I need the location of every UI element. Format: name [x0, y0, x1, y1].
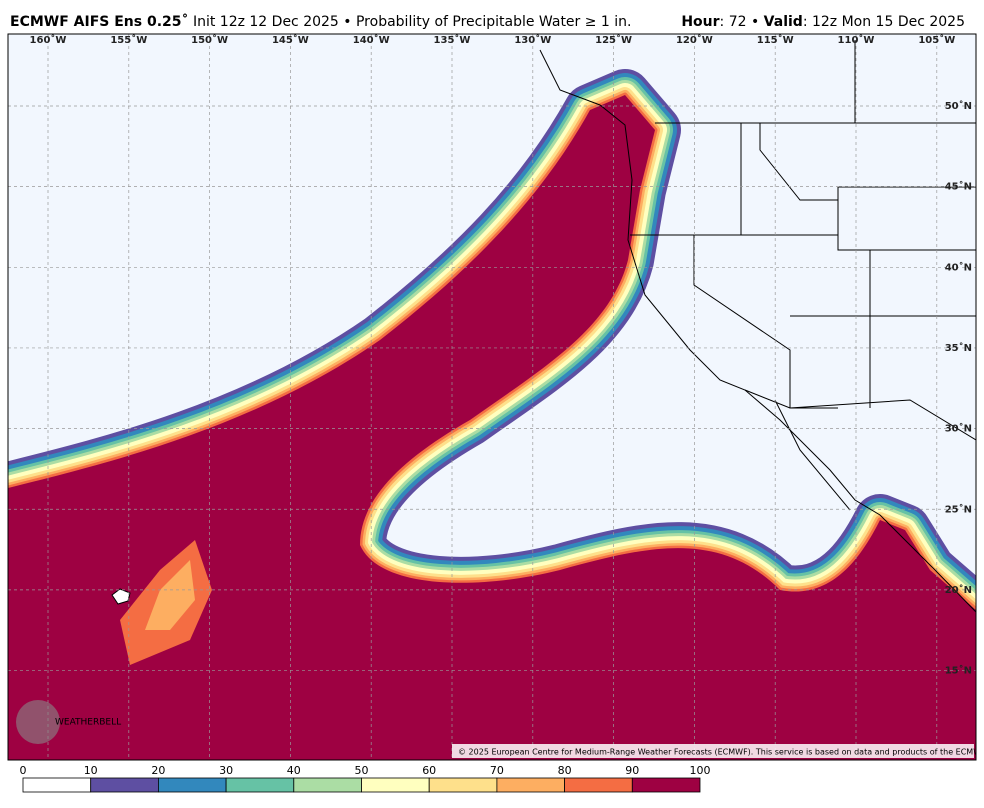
colorbar-label: 20: [151, 764, 165, 777]
lon-label: 130˚W: [514, 34, 551, 46]
map-frame: [7, 33, 977, 761]
logo: WEATHERBELL: [55, 718, 121, 728]
lat-label: 35˚N: [945, 342, 972, 354]
colorbar-segment: [225, 777, 295, 793]
colorbar-segment: [157, 777, 227, 793]
title: ECMWF AIFS Ens 0.25˚ Init 12z 12 Dec 202…: [10, 13, 632, 30]
copyright-box: [452, 744, 974, 758]
island-plume-core: [145, 560, 195, 630]
lat-label: 25˚N: [945, 503, 972, 515]
lon-label: 105˚W: [918, 34, 955, 46]
lat-label: 45˚N: [945, 181, 972, 193]
lon-label: 150˚W: [191, 34, 228, 46]
lon-label: 145˚W: [272, 34, 309, 46]
colorbar-segment: [361, 777, 430, 793]
logo-mark: [16, 700, 60, 744]
coastline: [539, 49, 976, 613]
lon-label: 155˚W: [110, 34, 147, 46]
colorbar-label: 10: [84, 764, 98, 777]
colorbar-label: 60: [422, 764, 436, 777]
lon-label: 125˚W: [595, 34, 632, 46]
lon-label: 120˚W: [676, 34, 713, 46]
lat-label: 50˚N: [945, 100, 972, 112]
hour-label: Hour: [681, 14, 719, 30]
colorbar-label: 50: [355, 764, 369, 777]
valid-time: Hour: 72 • Valid: 12z Mon 15 Dec 2025: [681, 14, 965, 30]
lat-label: 15˚N: [945, 665, 972, 677]
colorbar-label: 70: [490, 764, 504, 777]
colorbar-segment: [22, 777, 92, 793]
model-name: ECMWF AIFS Ens 0.25˚: [10, 13, 189, 30]
valid-value: : 12z Mon 15 Dec 2025: [803, 14, 965, 30]
colorbar-segment: [428, 777, 498, 793]
colorbar-label: 100: [690, 764, 711, 777]
lon-label: 140˚W: [353, 34, 390, 46]
init-text: Init 12z 12 Dec 2025 • Probability of Pr…: [189, 14, 632, 30]
lon-label: 135˚W: [434, 34, 471, 46]
borders: [630, 40, 976, 511]
lon-label: 115˚W: [757, 34, 794, 46]
lat-label: 20˚N: [945, 584, 972, 596]
lat-label: 30˚N: [945, 423, 972, 435]
valid-label: Valid: [764, 14, 803, 30]
colorbar-label: 40: [287, 764, 301, 777]
map: 160˚W 155˚W 150˚W 145˚W 140˚W 135˚W 130˚W 125˚W…: [8, 34, 984, 760]
lon-label: 110˚W: [838, 34, 875, 46]
graticule: 160˚W 155˚W 150˚W 145˚W 140˚W 135˚W 130˚W 125˚W…: [8, 34, 976, 760]
colorbar-segment: [496, 777, 565, 793]
colorbar-segment: [90, 777, 159, 793]
high-probability-area: [8, 95, 976, 760]
lat-label: 40˚N: [945, 261, 972, 273]
colorbar-segment: [631, 777, 701, 793]
colorbar-segment: [564, 777, 633, 793]
colorbar: 0 10 20 30 40 50 60 70 80 90 100: [20, 764, 711, 793]
lon-label: 160˚W: [30, 34, 67, 46]
colorbar-label: 90: [625, 764, 639, 777]
copyright: © 2025 European Centre for Medium-Range …: [458, 748, 984, 757]
colorbar-segment: [293, 777, 362, 793]
hour-value: : 72 •: [720, 14, 764, 30]
colorbar-label: 30: [219, 764, 233, 777]
colorbar-label: 0: [20, 764, 27, 777]
colorbar-label: 80: [558, 764, 572, 777]
